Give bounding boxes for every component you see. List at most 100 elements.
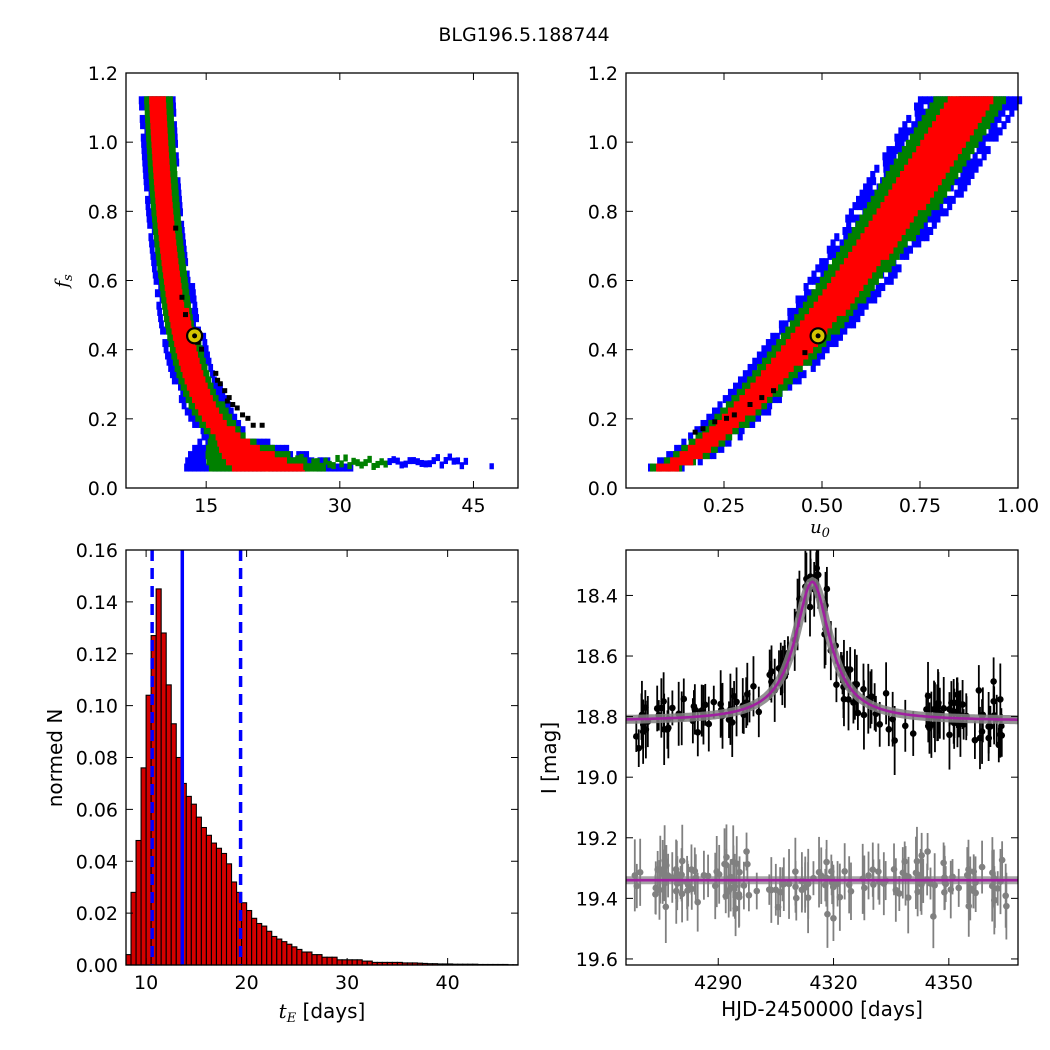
region-cell [865,239,871,248]
region-cell [756,351,762,360]
region-cell [687,444,693,453]
region-cell [894,251,900,260]
region-cell [809,314,815,323]
region-cell [879,195,885,204]
region-cell [170,233,176,242]
region-cell [151,133,156,142]
region-cell [183,258,189,267]
region-cell [801,370,807,379]
region-cell [930,152,936,161]
region-cell [902,195,908,204]
region-cell [163,139,169,148]
region-cell [161,220,167,229]
region-cell [910,189,916,198]
region-cell [905,139,911,148]
region-cell [811,295,817,304]
region-cell [305,457,311,466]
region-cell [165,289,171,298]
region-cell [792,376,798,385]
region-cell [942,96,948,105]
region-cell [928,183,934,192]
region-cell [176,258,182,267]
region-cell [877,220,883,229]
sample-point [224,398,230,404]
region-cell [678,444,684,453]
region-cell [876,208,882,217]
region-cell [192,444,197,453]
region-cell [170,133,175,142]
region-cell [867,183,873,192]
residual-point [965,866,972,873]
region-cell [894,202,900,211]
region-cell [777,388,783,397]
figure-title: BLG196.5.188744 [438,24,609,46]
region-cell [807,295,813,304]
region-cell [187,295,193,304]
region-cell [724,419,730,428]
region-cell [815,289,822,298]
region-cell [905,177,911,186]
region-cell [214,407,220,416]
region-cell [828,270,834,279]
region-cell [746,382,752,391]
region-cell [693,451,699,460]
region-cell [186,370,192,379]
region-cell [178,376,184,385]
region-cell [208,463,214,472]
light-curve-plot-area [626,550,1018,949]
region-cell [878,227,884,235]
region-cell [785,345,791,354]
region-cell [799,339,805,348]
region-cell [172,170,178,179]
region-cell [761,363,767,372]
y-tick-label: 19.4 [576,888,618,910]
residual-point [743,848,750,855]
region-cell [161,96,166,105]
residual-point [841,868,848,875]
y-tick-label: 1.2 [88,63,118,85]
region-cell [819,258,825,267]
region-cell [697,451,703,460]
region-cell [181,245,187,254]
region-cell [878,239,885,248]
region-cell [787,382,793,391]
region-cell [204,370,210,379]
region-cell [915,114,921,123]
region-cell [727,426,733,435]
region-cell [161,164,166,173]
region-cell [175,345,181,354]
y-tick-label: 0.00 [76,955,118,977]
region-cell [231,419,237,428]
region-cell [168,245,173,254]
region-cell [989,133,995,142]
region-cell [761,395,768,404]
region-cell [184,289,190,298]
region-cell [217,413,223,422]
region-cell [189,388,195,397]
region-cell [892,270,898,279]
region-cell [793,357,799,366]
region-cell [176,283,182,292]
region-cell [948,164,954,173]
region-cell [922,96,928,105]
region-cell [180,363,186,372]
region-cell [762,357,768,366]
region-cell [185,395,191,404]
region-cell [163,239,169,248]
region-cell [213,413,219,422]
region-cell [834,326,840,335]
region-cell [166,295,172,304]
region-cell [859,214,865,223]
region-cell [756,357,762,366]
region-cell [153,108,159,117]
region-cell [295,455,300,463]
region-cell [237,438,243,447]
region-cell [877,270,884,279]
region-cell [197,388,203,397]
region-cell [827,251,833,260]
region-cell [214,382,219,391]
region-cell [274,457,279,466]
region-cell [688,438,694,447]
region-cell [972,127,978,136]
